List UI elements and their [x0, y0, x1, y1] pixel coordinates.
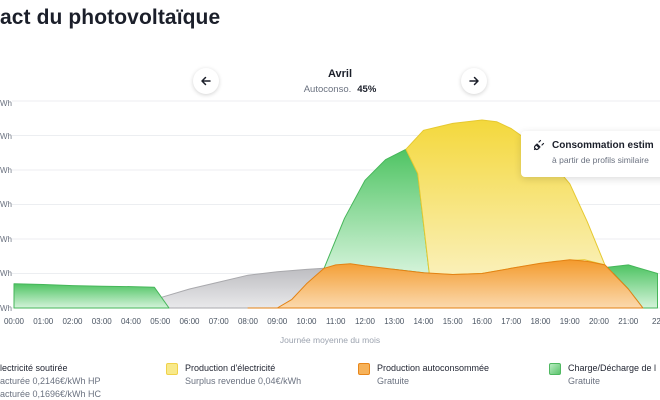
y-tick-label: Wh	[0, 235, 12, 244]
x-tick-label: 14:00	[413, 317, 434, 326]
x-tick-label: 12:00	[354, 317, 376, 326]
arrow-right-icon	[469, 76, 479, 86]
x-tick-label: 17:00	[501, 317, 522, 326]
legend-title: Charge/Décharge de l	[568, 363, 657, 373]
y-tick-label: Wh	[0, 269, 12, 278]
legend-swatch	[358, 363, 370, 375]
series-area-1	[13, 283, 170, 309]
next-month-button[interactable]	[461, 68, 487, 94]
legend-title: lectricité soutirée	[0, 363, 68, 373]
autoconso-label: Autoconso.	[303, 84, 352, 95]
x-tick-label: 20:00	[588, 317, 610, 326]
legend-subtitle: acturée 0,2146€/kWh HP	[0, 376, 101, 386]
x-tick-label: 08:00	[237, 317, 259, 326]
x-tick-label: 06:00	[179, 317, 200, 326]
legend-subtitle: Surplus revendue 0,04€/kWh	[185, 376, 302, 386]
x-tick-label: 00:00	[3, 317, 25, 326]
x-axis-label: Journée moyenne du mois	[279, 335, 381, 345]
x-tick-label: 01:00	[33, 317, 54, 326]
legend-item-battery: Charge/Décharge de l Gratuite	[549, 362, 657, 388]
x-tick-label: 16:00	[471, 317, 493, 326]
plug-icon	[533, 139, 545, 151]
legend-swatch	[166, 363, 178, 375]
tooltip-title: Consommation estim	[552, 139, 654, 151]
legend-title: Production autoconsommée	[377, 363, 490, 373]
x-tick-label: 18:00	[530, 317, 551, 326]
x-tick-label: 15:00	[442, 317, 463, 326]
y-tick-label: Wh	[0, 132, 12, 141]
x-tick-label: 22:	[651, 317, 660, 326]
legend-title: Production d'électricité	[185, 363, 276, 373]
month-label: Avril	[327, 68, 353, 80]
legend-swatch	[549, 363, 561, 375]
x-tick-label: 03:00	[91, 317, 112, 326]
energy-area-chart	[12, 100, 660, 309]
legend-item-self-consumed: Production autoconsommée Gratuite	[358, 362, 490, 388]
y-tick-label: Wh	[0, 304, 12, 313]
x-tick-label: 19:00	[559, 317, 580, 326]
legend-item-production: Production d'électricité Surplus revendu…	[166, 362, 302, 388]
legend-item-grid-electricity: lectricité soutirée acturée 0,2146€/kWh …	[0, 362, 101, 400]
x-tick-label: 21:00	[618, 317, 639, 326]
series-area-5	[247, 259, 644, 309]
x-tick-label: 05:00	[150, 317, 171, 326]
consumption-tooltip: Consommation estim à partir de profils s…	[521, 131, 660, 177]
series-area-2	[323, 148, 430, 274]
x-tick-label: 04:00	[120, 317, 142, 326]
y-tick-label: Wh	[0, 166, 12, 175]
x-tick-label: 07:00	[208, 317, 229, 326]
x-tick-label: 13:00	[384, 317, 405, 326]
legend-subtitle: Gratuite	[377, 376, 410, 386]
x-tick-label: 10:00	[296, 317, 317, 326]
x-tick-label: 11:00	[326, 317, 346, 326]
previous-month-button[interactable]	[193, 68, 219, 94]
arrow-left-icon	[201, 76, 211, 86]
legend-subtitle: acturée 0,1696€/kWh HC	[0, 389, 102, 399]
y-tick-label: Wh	[0, 200, 12, 209]
legend-subtitle: Gratuite	[568, 376, 601, 386]
y-tick-label: Wh	[0, 99, 12, 108]
page-title: act du photovoltaïque	[0, 6, 221, 29]
x-tick-label: 09:00	[267, 317, 288, 326]
tooltip-subtitle: à partir de profils similaire	[552, 155, 649, 165]
autoconso-value: 45%	[357, 84, 377, 95]
x-tick-label: 02:00	[62, 317, 83, 326]
autoconso-indicator: Autoconso. 45%	[270, 84, 410, 95]
